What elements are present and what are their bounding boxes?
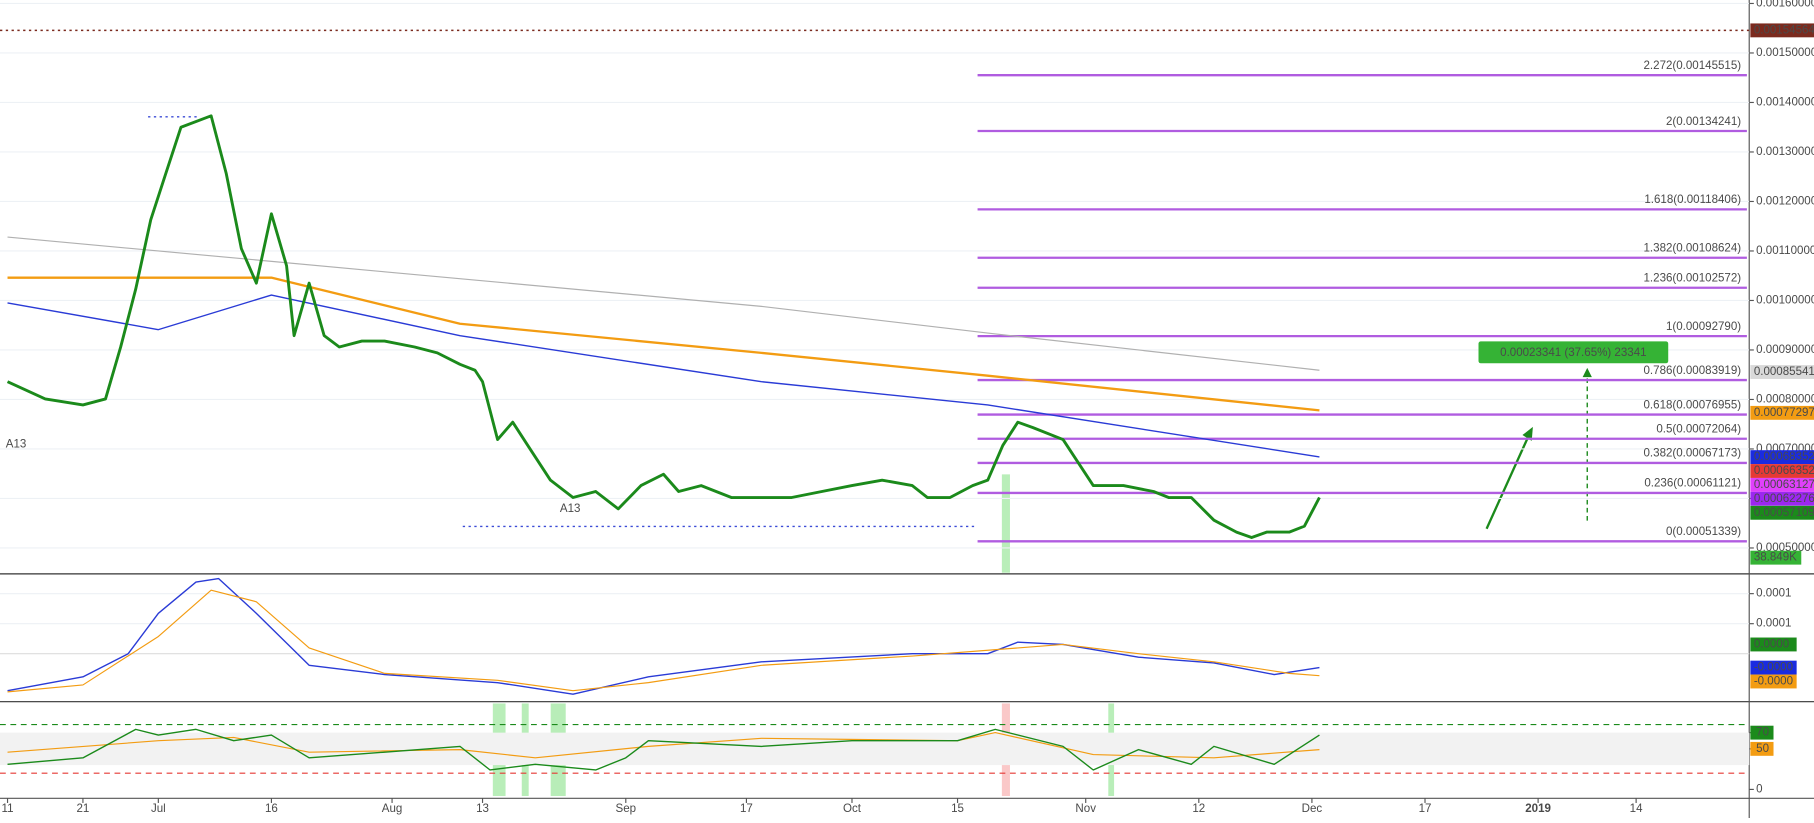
series-line — [7, 276, 1320, 412]
series-line — [7, 236, 1320, 371]
indicator-label-box — [1750, 660, 1797, 675]
price-label-box — [1750, 405, 1814, 420]
fib-label: 0.618(0.00076955) — [1644, 399, 1742, 411]
x-tick-label: 17 — [1419, 803, 1432, 815]
x-tick-label: 16 — [265, 803, 278, 815]
y-tick-label: 50 — [1756, 743, 1769, 755]
fib-label: 1(0.00092790) — [1666, 321, 1741, 333]
price-label-box — [1750, 477, 1814, 492]
x-tick-label: 12 — [1192, 803, 1205, 815]
y-tick-label: 0.00160000 — [1756, 0, 1814, 10]
series-line — [7, 294, 1320, 458]
price-label: 0.00066352 — [1754, 465, 1814, 477]
indicator-label-box — [1750, 674, 1797, 689]
fib-label: 1.236(0.00102572) — [1644, 273, 1742, 285]
fib-label: 1.382(0.00108624) — [1644, 243, 1742, 255]
indicator-label: 0.0000 — [1754, 639, 1789, 651]
price-label: 0.00068352 — [1754, 451, 1814, 463]
y-tick-box — [1750, 741, 1774, 756]
y-tick-label: 0.00090000 — [1756, 344, 1814, 356]
price-label: 0.00063127 — [1754, 479, 1814, 491]
price-label: 0.00154564 — [1754, 24, 1814, 36]
y-tick-label: 0.00100000 — [1756, 295, 1814, 307]
y-tick-label: 0.0001 — [1756, 588, 1791, 600]
price-label: 0.00057109 — [1754, 507, 1814, 519]
annotation-box — [1478, 341, 1669, 364]
fib-label: 0.382(0.00067173) — [1644, 448, 1742, 460]
y-tick-label: 70 — [1756, 727, 1769, 739]
y-tick-label: 0.00120000 — [1756, 196, 1814, 208]
x-tick-label: 13 — [476, 803, 489, 815]
rsi-band — [0, 732, 1750, 766]
series-line — [7, 589, 1320, 693]
price-label-box — [1750, 23, 1814, 38]
series-line — [6, 114, 1321, 539]
arrow-head — [1582, 367, 1592, 378]
price-label: 0.00085541 — [1754, 366, 1814, 378]
y-tick-label: 0.00110000 — [1756, 245, 1814, 257]
price-label-box — [1750, 491, 1814, 506]
indicator-label: -0.0000 — [1754, 662, 1793, 674]
price-label: 0.00062276 — [1754, 493, 1814, 505]
fib-label: 2(0.00134241) — [1666, 116, 1741, 128]
price-label-box — [1750, 450, 1814, 465]
y-tick-label: 0.00140000 — [1756, 97, 1814, 109]
x-tick-label: 15 — [951, 803, 964, 815]
fib-label: 0.5(0.00072064) — [1656, 424, 1741, 436]
x-tick-label: Sep — [616, 803, 637, 815]
price-label: 0.00077297 — [1754, 407, 1814, 419]
series-line — [7, 732, 1320, 759]
fib-label: 2.272(0.00145515) — [1644, 60, 1742, 72]
annotation: 0.00023341 (37.65%) 23341 — [1500, 347, 1646, 359]
trend-arrow — [1485, 431, 1532, 530]
y-tick-label: 0.00130000 — [1756, 146, 1814, 158]
x-tick-label: Oct — [843, 803, 862, 815]
indicator-label: -0.0000 — [1754, 676, 1793, 688]
x-tick-label: 17 — [740, 803, 753, 815]
price-label-box — [1750, 505, 1814, 520]
x-tick-label: 21 — [77, 803, 90, 815]
x-tick-label: 2019 — [1525, 803, 1551, 815]
x-tick-label: 11 — [2, 803, 14, 815]
x-tick-label: Jul — [151, 803, 166, 815]
volume-label: 38.849K — [1754, 552, 1797, 564]
y-tick-box — [1750, 725, 1774, 740]
marker-label: A13 — [6, 438, 27, 450]
y-tick-label: 0.00080000 — [1756, 394, 1814, 406]
fib-label: 0.786(0.00083919) — [1644, 365, 1742, 377]
x-tick-label: Aug — [382, 803, 403, 815]
volume-label-box — [1750, 550, 1802, 565]
x-tick-label: 14 — [1630, 803, 1643, 815]
price-label-box — [1750, 464, 1814, 478]
fib-label: 0.236(0.00061121) — [1644, 478, 1741, 490]
price-label-box — [1750, 365, 1814, 379]
fib-label: 1.618(0.00118406) — [1644, 194, 1741, 206]
volume-highlight — [1001, 474, 1010, 573]
y-tick-label: 0.00150000 — [1756, 47, 1814, 59]
y-tick-label: 0 — [1756, 783, 1762, 795]
arrow-head — [1522, 426, 1533, 441]
fib-label: 0(0.00051339) — [1666, 526, 1741, 538]
y-tick-label: 0.0001 — [1756, 618, 1791, 630]
series-line — [7, 728, 1320, 771]
marker-label: A13 — [560, 503, 581, 515]
series-line — [7, 577, 1320, 695]
indicator-label-box — [1750, 637, 1797, 652]
x-tick-label: Dec — [1302, 803, 1323, 815]
x-tick-label: Nov — [1075, 803, 1096, 815]
